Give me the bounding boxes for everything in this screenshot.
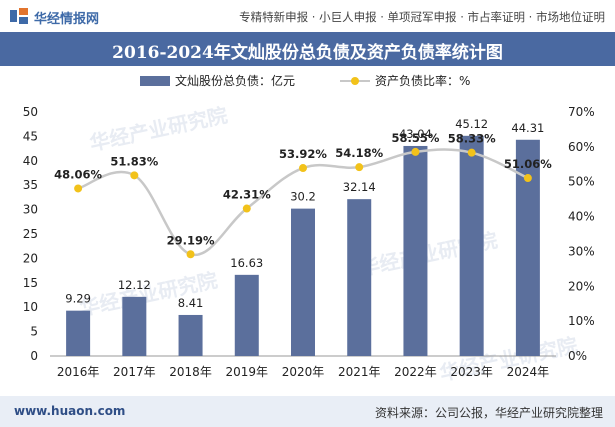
ratio-value-label: 51.06%	[504, 157, 552, 171]
bar-series	[66, 135, 540, 356]
legend-line-label: 资产负债比率：%	[375, 73, 470, 88]
line-series	[74, 147, 532, 259]
y-left-tick-label: 10	[23, 300, 38, 314]
footer-url[interactable]: www.huaon.com	[14, 404, 126, 418]
watermark-text: 华经产业研究院	[78, 268, 220, 321]
x-tick-label: 2019年	[226, 365, 269, 379]
y-right-tick-label: 20%	[568, 279, 595, 293]
bar-value-label: 43.04	[399, 127, 432, 141]
bar	[234, 274, 259, 356]
bar	[515, 139, 540, 356]
y-left-tick-label: 30	[23, 203, 38, 217]
ratio-point	[523, 174, 532, 183]
bar-value-label: 30.2	[290, 190, 316, 204]
service-tagline: 专精特新申报 · 小巨人申报 · 单项冠军申报 · 市占率证明 · 市场地位证明	[239, 10, 605, 24]
x-tick-label: 2021年	[338, 365, 381, 379]
y-right-tick-label: 50%	[568, 175, 595, 189]
ratio-value-label: 51.83%	[110, 154, 158, 168]
y-left-tick-label: 35	[23, 178, 38, 192]
bar-value-label: 16.63	[230, 256, 263, 270]
bar	[66, 310, 91, 356]
legend-bar-swatch	[140, 76, 170, 86]
chart-area: 华经产业研究院华经产业研究院华经产业研究院华经产业研究院 文灿股份总负债：亿元资…	[23, 73, 595, 386]
y-right-tick-label: 70%	[568, 105, 595, 119]
ratio-value-label: 42.31%	[223, 188, 271, 202]
y-left-tick-label: 25	[23, 227, 38, 241]
bar	[347, 199, 372, 356]
ratio-value-label: 53.92%	[279, 147, 327, 161]
footer-bar: www.huaon.com 资料来源：公司公报，华经产业研究院整理	[0, 396, 615, 427]
bar	[122, 296, 147, 356]
ratio-point	[130, 171, 139, 180]
y-left-tick-label: 15	[23, 276, 38, 290]
legend-bar-label: 文灿股份总负债：亿元	[175, 73, 295, 88]
huajing-logo-icon	[10, 8, 28, 24]
x-tick-label: 2016年	[57, 365, 100, 379]
footer-source: 资料来源：公司公报，华经产业研究院整理	[374, 406, 603, 420]
x-tick-label: 2020年	[282, 365, 325, 379]
x-tick-label: 2022年	[394, 365, 437, 379]
ratio-value-label: 48.06%	[54, 167, 102, 181]
x-tick-label: 2024年	[507, 365, 550, 379]
ratio-value-label: 58.33%	[448, 132, 496, 146]
x-tick-label: 2023年	[450, 365, 493, 379]
ratio-point	[242, 204, 251, 213]
y-left-tick-label: 5	[30, 325, 38, 339]
bar	[178, 314, 203, 356]
ratio-value-label: 54.18%	[335, 146, 383, 160]
y-left-tick-label: 40	[23, 154, 38, 168]
ratio-point	[74, 184, 83, 193]
legend: 文灿股份总负债：亿元 资产负债比率：%	[140, 73, 470, 88]
bar	[291, 208, 315, 356]
y-right-tick-label: 10%	[568, 314, 595, 328]
bar-value-label: 45.12	[455, 117, 488, 131]
ratio-point	[411, 147, 420, 156]
bar-value-label: 44.31	[511, 121, 544, 135]
watermark-text: 华经产业研究院	[88, 103, 230, 156]
bar-value-label: 8.41	[178, 296, 204, 310]
ratio-line	[77, 148, 529, 257]
bar	[459, 135, 484, 356]
ratio-value-label: 58.55%	[391, 131, 439, 145]
legend-line-marker	[351, 77, 359, 85]
top-bar: 华经情报网 专精特新申报 · 小巨人申报 · 单项冠军申报 · 市占率证明 · …	[0, 0, 615, 32]
bar-value-label: 12.12	[118, 278, 151, 292]
ratio-point	[299, 164, 307, 173]
ratio-point	[186, 250, 195, 259]
chart-title: 2016-2024年文灿股份总负债及资产负债率统计图	[112, 43, 503, 63]
y-right-tick-label: 30%	[568, 244, 595, 258]
y-left-tick-label: 50	[23, 105, 38, 119]
y-right-tick-label: 60%	[568, 140, 595, 154]
x-tick-label: 2018年	[169, 365, 212, 379]
y-right-tick-label: 0%	[568, 349, 587, 363]
bar	[403, 145, 428, 356]
y-left-tick-label: 20	[23, 251, 38, 265]
x-tick-label: 2017年	[113, 365, 156, 379]
ratio-point	[355, 163, 364, 172]
bar-value-label: 32.14	[343, 180, 376, 194]
title-banner: 2016-2024年文灿股份总负债及资产负债率统计图	[0, 32, 615, 66]
site-name[interactable]: 华经情报网	[34, 12, 100, 27]
y-left-tick-label: 45	[23, 129, 38, 143]
y-right-tick-label: 40%	[568, 210, 595, 224]
ratio-value-label: 29.19%	[167, 233, 215, 247]
bar-value-label: 9.29	[65, 292, 91, 306]
y-left-tick-label: 0	[30, 349, 38, 363]
ratio-point	[467, 148, 476, 157]
axes: 0 5 10 15 20 25 30 35 40 45 50 0% 10% 20% 30% 40% 50% 60%…	[23, 105, 595, 379]
data-labels: 9.29 12.12 8.41 16.63 30.2 32.14 43.04 45.12 44.…	[54, 117, 552, 310]
